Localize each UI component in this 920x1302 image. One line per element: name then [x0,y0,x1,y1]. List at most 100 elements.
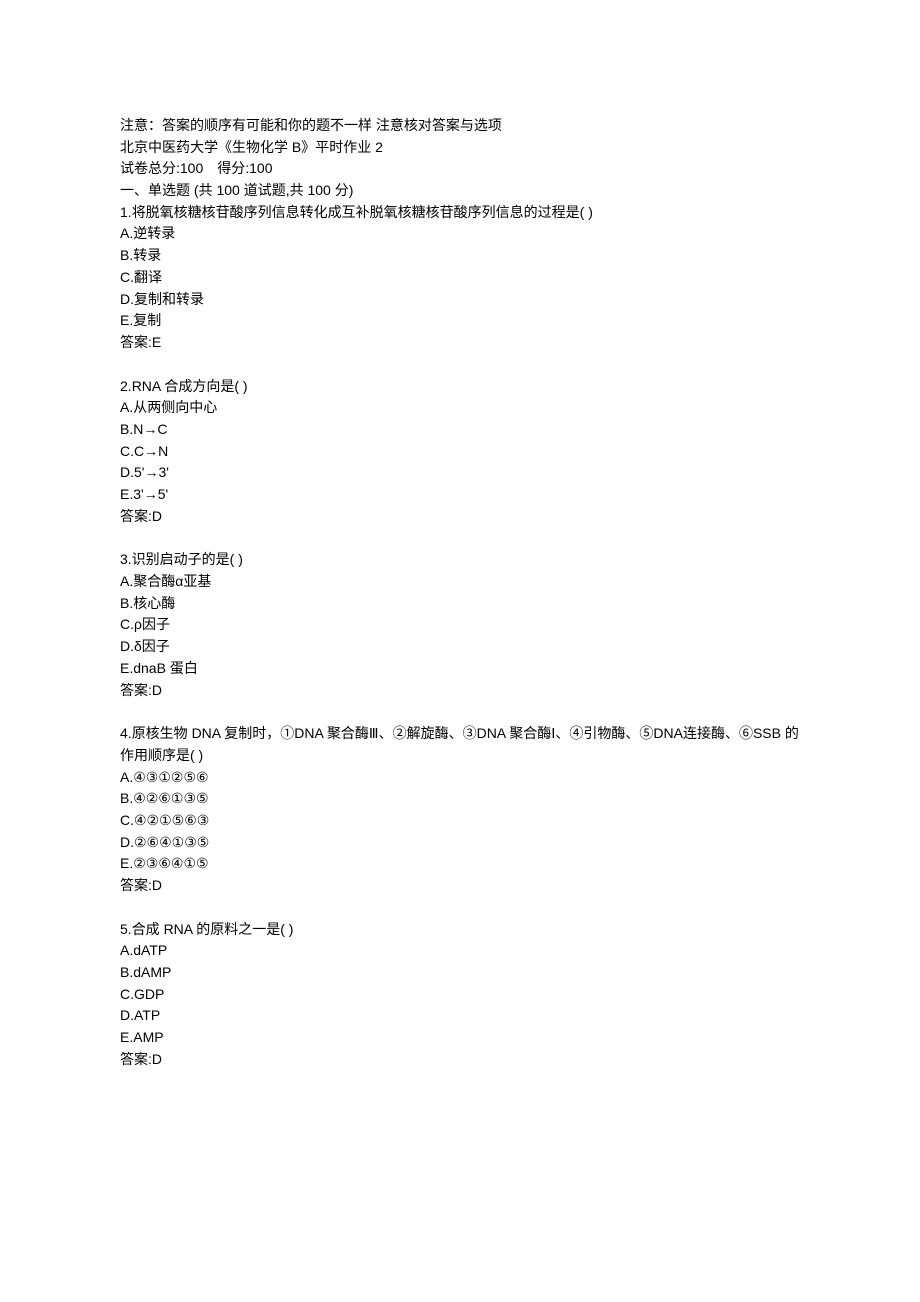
document-header: 注意：答案的顺序有可能和你的题不一样 注意核对答案与选项 北京中医药大学《生物化… [120,115,800,202]
answer-label: 答案: [120,334,152,350]
option-text: 复制和转录 [134,291,204,307]
question-number: 1 [120,204,128,220]
question-stem: 原核生物 DNA 复制时，①DNA 聚合酶Ⅲ、②解旋酶、③DNA 聚合酶Ⅰ、④引… [120,725,799,763]
question-number: 4 [120,725,128,741]
option-text: dAMP [133,964,171,980]
answer-value: E [152,334,161,350]
option-label: C. [120,616,134,632]
option: A.④③①②⑤⑥ [120,767,800,789]
option-text: 聚合酶α亚基 [133,573,211,589]
option-label: D. [120,834,134,850]
answer-label: 答案: [120,1051,152,1067]
question-text: 4.原核生物 DNA 复制时，①DNA 聚合酶Ⅲ、②解旋酶、③DNA 聚合酶Ⅰ、… [120,723,800,766]
question-number: 5 [120,921,128,937]
question-block: 2.RNA 合成方向是( ) A.从两侧向中心 B.N→C C.C→N D.5'… [120,376,800,528]
option-label: C. [120,443,134,459]
section-title: 一、单选题 (共 100 道试题,共 100 分) [120,180,800,202]
option-label: A. [120,399,133,415]
option-text: C→N [134,443,168,459]
option-label: B. [120,421,133,437]
header-note: 注意：答案的顺序有可能和你的题不一样 注意核对答案与选项 [120,115,800,137]
option-text: 从两侧向中心 [133,399,217,415]
option-label: E. [120,1029,133,1045]
option: E.②③⑥④①⑤ [120,853,800,875]
option-text: 3'→5' [133,486,168,502]
option-label: E. [120,660,133,676]
option-text: 核心酶 [133,595,175,611]
option-text: N→C [133,421,167,437]
option-label: C. [120,269,134,285]
option-label: D. [120,638,134,654]
option-text: 转录 [133,247,161,263]
option: C.④②①⑤⑥③ [120,810,800,832]
option-label: D. [120,464,134,480]
option-label: A. [120,942,133,958]
option-text: AMP [133,1029,163,1045]
option-text: dnaB 蛋白 [133,660,198,676]
option: A.从两侧向中心 [120,397,800,419]
option: E.复制 [120,310,800,332]
answer-line: 答案:E [120,332,800,354]
answer-value: D [152,508,162,524]
spacer [120,701,800,723]
option: D.②⑥④①③⑤ [120,832,800,854]
option-label: A. [120,769,133,785]
option: B.dAMP [120,962,800,984]
option-label: A. [120,573,133,589]
option-text: ④②①⑤⑥③ [134,812,209,828]
option-label: B. [120,964,133,980]
option-text: ②⑥④①③⑤ [134,834,209,850]
option: E.AMP [120,1027,800,1049]
option: B.转录 [120,245,800,267]
option-text: 翻译 [134,269,162,285]
option-text: 5'→3' [134,464,169,480]
question-text: 3.识别启动子的是( ) [120,549,800,571]
option: C.C→N [120,441,800,463]
option-text: 复制 [133,312,161,328]
option-text: ④③①②⑤⑥ [133,769,208,785]
option-label: E. [120,486,133,502]
spacer [120,354,800,376]
option-text: GDP [134,986,164,1002]
option: E.3'→5' [120,484,800,506]
question-text: 1.将脱氧核糖核苷酸序列信息转化成互补脱氧核糖核苷酸序列信息的过程是( ) [120,202,800,224]
question-block: 1.将脱氧核糖核苷酸序列信息转化成互补脱氧核糖核苷酸序列信息的过程是( ) A.… [120,202,800,354]
spacer [120,897,800,919]
option-text: ρ因子 [134,616,170,632]
question-stem: RNA 合成方向是( ) [132,378,248,394]
option: A.聚合酶α亚基 [120,571,800,593]
answer-label: 答案: [120,508,152,524]
option: E.dnaB 蛋白 [120,658,800,680]
option-text: ④②⑥①③⑤ [133,790,208,806]
question-text: 2.RNA 合成方向是( ) [120,376,800,398]
option-label: B. [120,790,133,806]
answer-value: D [152,877,162,893]
option-label: B. [120,595,133,611]
option: B.N→C [120,419,800,441]
option-text: ATP [134,1007,160,1023]
question-stem: 将脱氧核糖核苷酸序列信息转化成互补脱氧核糖核苷酸序列信息的过程是( ) [132,204,593,220]
option-text: 逆转录 [133,225,175,241]
option: C.ρ因子 [120,614,800,636]
option-text: ②③⑥④①⑤ [133,855,208,871]
option: D.ATP [120,1005,800,1027]
question-stem: 合成 RNA 的原料之一是( ) [132,921,294,937]
option: B.核心酶 [120,593,800,615]
answer-line: 答案:D [120,1049,800,1071]
option: A.dATP [120,940,800,962]
answer-label: 答案: [120,682,152,698]
question-number: 2 [120,378,128,394]
option: C.翻译 [120,267,800,289]
header-title: 北京中医药大学《生物化学 B》平时作业 2 [120,137,800,159]
option-label: C. [120,812,134,828]
option: B.④②⑥①③⑤ [120,788,800,810]
answer-value: D [152,1051,162,1067]
option-label: A. [120,225,133,241]
option: D.5'→3' [120,462,800,484]
question-number: 3 [120,551,128,567]
option-label: C. [120,986,134,1002]
option-label: E. [120,855,133,871]
answer-line: 答案:D [120,875,800,897]
answer-line: 答案:D [120,680,800,702]
answer-label: 答案: [120,877,152,893]
